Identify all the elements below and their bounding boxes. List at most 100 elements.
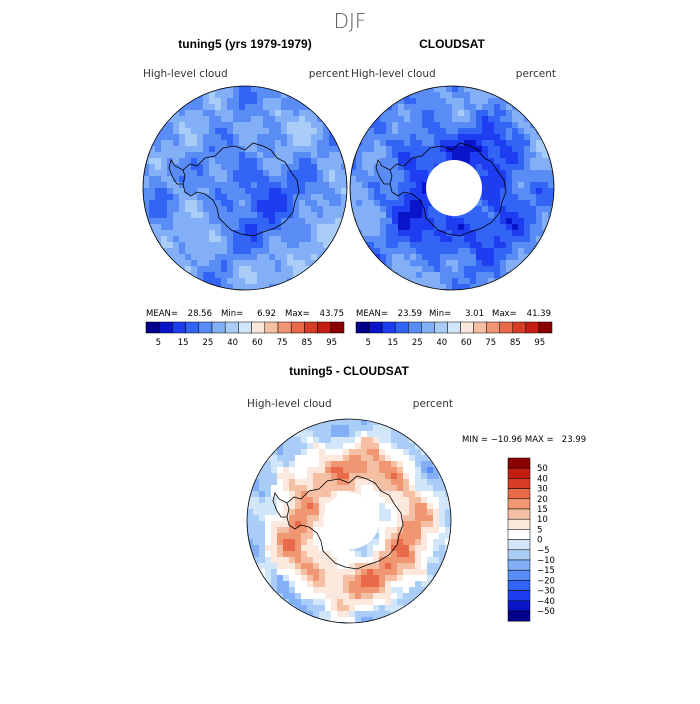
obs-cell	[374, 110, 381, 117]
diff-cell	[367, 569, 374, 576]
diff-cell	[433, 485, 440, 492]
diff-cell	[379, 461, 386, 468]
model-cell	[185, 278, 192, 285]
obs-cell	[392, 92, 399, 99]
diff-cell	[415, 599, 422, 606]
diff-cell	[277, 617, 284, 623]
model-title: tuning5 (yrs 1979-1979)	[178, 37, 311, 51]
diff-cell	[283, 617, 290, 623]
obs-cell	[518, 92, 525, 99]
model-cell	[233, 170, 240, 177]
obs-cell	[356, 284, 363, 290]
obs-cell	[512, 266, 519, 273]
diff-cell	[307, 461, 314, 468]
obs-cell	[428, 236, 435, 243]
obs-colorbar-tick-label: 60	[461, 338, 472, 348]
obs-cell	[536, 158, 543, 165]
obs-cell	[410, 152, 417, 159]
model-cell	[191, 248, 198, 255]
obs-cell	[452, 152, 459, 159]
diff-cell	[301, 503, 308, 510]
diff-cell	[409, 533, 416, 540]
model-cell	[257, 260, 264, 267]
obs-cell	[482, 152, 489, 159]
model-cell	[197, 278, 204, 285]
model-cell	[245, 230, 252, 237]
obs-colorbar-box	[447, 321, 461, 334]
obs-cell	[542, 116, 549, 123]
obs-cell	[470, 152, 477, 159]
model-cell	[167, 200, 174, 207]
obs-cell	[500, 140, 507, 147]
model-cell	[227, 260, 234, 267]
model-cell	[143, 254, 150, 261]
obs-cell	[410, 248, 417, 255]
obs-cell	[488, 272, 495, 279]
obs-cell	[506, 140, 513, 147]
obs-cell	[380, 140, 387, 147]
diff-cell	[367, 605, 374, 612]
diff-cell	[247, 533, 254, 540]
model-mean-label: MEAN=	[146, 309, 178, 319]
diff-cell	[367, 455, 374, 462]
diff-cell	[421, 527, 428, 534]
diff-cell	[403, 473, 410, 480]
model-cell	[239, 266, 246, 273]
diff-cell	[301, 467, 308, 474]
obs-cell	[362, 170, 369, 177]
model-cell	[251, 116, 258, 123]
diff-cell	[307, 593, 314, 600]
obs-cell	[542, 284, 549, 290]
diff-cell	[301, 515, 308, 522]
obs-cell	[422, 122, 429, 129]
model-cell	[233, 200, 240, 207]
obs-cell	[440, 242, 447, 249]
obs-cell	[428, 164, 435, 171]
diff-cell	[349, 479, 356, 486]
model-cell	[221, 140, 228, 147]
obs-cell	[350, 194, 357, 201]
obs-cell	[518, 200, 525, 207]
obs-cell	[548, 122, 554, 129]
model-cell	[287, 248, 294, 255]
obs-cell	[548, 92, 554, 99]
diff-cell	[319, 443, 326, 450]
diff-cell	[325, 545, 332, 552]
diff-cell	[295, 539, 302, 546]
diff-cell	[397, 419, 404, 426]
diff-cell	[253, 605, 260, 612]
diff-cell	[253, 581, 260, 588]
obs-cell	[476, 266, 483, 273]
obs-cell	[392, 86, 399, 93]
diff-cell	[319, 449, 326, 456]
model-cell	[167, 218, 174, 225]
obs-cell	[482, 92, 489, 99]
model-cell	[251, 134, 258, 141]
model-cell	[215, 266, 222, 273]
diff-cell	[433, 431, 440, 438]
model-cell	[233, 284, 240, 290]
obs-cell	[530, 134, 537, 141]
model-cell	[179, 98, 186, 105]
obs-cell	[536, 236, 543, 243]
model-cell	[251, 188, 258, 195]
diff-cell	[421, 431, 428, 438]
diff-cell	[313, 611, 320, 618]
model-cell	[323, 284, 330, 290]
diff-cell	[379, 569, 386, 576]
model-cell	[185, 206, 192, 213]
obs-cell	[440, 134, 447, 141]
obs-cell	[464, 98, 471, 105]
obs-cell	[434, 134, 441, 141]
model-cell	[257, 134, 264, 141]
obs-cell	[488, 86, 495, 93]
diff-cell	[367, 467, 374, 474]
obs-cell	[374, 86, 381, 93]
obs-cell	[536, 242, 543, 249]
model-cell	[263, 266, 270, 273]
model-cell	[161, 104, 168, 111]
diff-cell	[337, 599, 344, 606]
diff-cell	[247, 503, 254, 510]
obs-cell	[434, 260, 441, 267]
model-cell	[281, 266, 288, 273]
